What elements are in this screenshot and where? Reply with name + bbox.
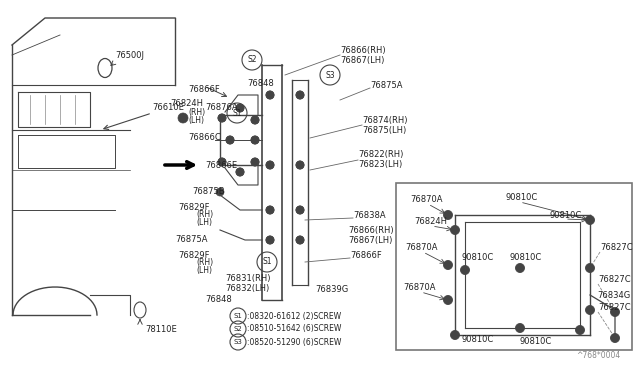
Text: :08510-51642 (6)SCREW: :08510-51642 (6)SCREW <box>247 324 341 334</box>
Text: 90810C: 90810C <box>510 253 542 263</box>
Text: 76839G: 76839G <box>315 285 348 295</box>
Circle shape <box>178 113 188 123</box>
Text: 76838A: 76838A <box>353 211 386 219</box>
Text: 76870A: 76870A <box>410 196 442 205</box>
Text: 76875(LH): 76875(LH) <box>362 125 406 135</box>
Circle shape <box>444 295 452 305</box>
Text: 76610E: 76610E <box>152 103 184 112</box>
Circle shape <box>236 168 244 176</box>
Circle shape <box>515 324 525 333</box>
Circle shape <box>586 305 595 314</box>
Text: S3: S3 <box>234 339 243 345</box>
Circle shape <box>586 263 595 273</box>
Text: 76866F: 76866F <box>188 86 220 94</box>
Text: S2: S2 <box>247 55 257 64</box>
Text: S2: S2 <box>234 326 243 332</box>
Text: 76848: 76848 <box>247 78 274 87</box>
Text: 76824H: 76824H <box>414 218 447 227</box>
Circle shape <box>251 136 259 144</box>
Text: 76866F: 76866F <box>350 250 381 260</box>
Circle shape <box>266 91 274 99</box>
Text: S1: S1 <box>262 257 272 266</box>
Text: 90810C: 90810C <box>550 211 582 219</box>
Bar <box>396 183 632 350</box>
Text: (RH): (RH) <box>196 259 213 267</box>
Text: 76866C: 76866C <box>188 132 221 141</box>
Text: 76874(RH): 76874(RH) <box>362 115 408 125</box>
Text: 76824H: 76824H <box>170 99 203 108</box>
Text: 76866(RH): 76866(RH) <box>348 225 394 234</box>
Text: 90810C: 90810C <box>462 253 494 263</box>
Circle shape <box>451 330 460 340</box>
Text: S3: S3 <box>325 71 335 80</box>
Circle shape <box>236 104 244 112</box>
Circle shape <box>266 161 274 169</box>
Circle shape <box>611 308 620 317</box>
Text: 76876A: 76876A <box>205 103 237 112</box>
Text: 76829F: 76829F <box>178 202 209 212</box>
Text: 76866E: 76866E <box>205 160 237 170</box>
Circle shape <box>296 236 304 244</box>
Text: 76832(LH): 76832(LH) <box>225 283 269 292</box>
Text: (RH): (RH) <box>188 108 205 116</box>
Text: 76875B: 76875B <box>192 187 225 196</box>
Text: 76834G: 76834G <box>597 291 630 299</box>
Circle shape <box>515 263 525 273</box>
Circle shape <box>296 91 304 99</box>
Circle shape <box>444 260 452 269</box>
Text: S1: S1 <box>232 109 242 118</box>
Text: 76831(RH): 76831(RH) <box>225 273 271 282</box>
Text: 78110E: 78110E <box>145 326 177 334</box>
Text: 76827C: 76827C <box>598 276 630 285</box>
Text: 76823(LH): 76823(LH) <box>358 160 403 170</box>
Text: 76827C: 76827C <box>600 244 632 253</box>
Text: :08320-61612 (2)SCREW: :08320-61612 (2)SCREW <box>247 311 341 321</box>
Text: 76870A: 76870A <box>403 283 435 292</box>
Circle shape <box>444 211 452 219</box>
Circle shape <box>251 158 259 166</box>
Text: 76827C: 76827C <box>598 304 630 312</box>
Circle shape <box>461 266 470 275</box>
Circle shape <box>226 136 234 144</box>
Circle shape <box>611 334 620 343</box>
Text: (RH): (RH) <box>196 211 213 219</box>
Circle shape <box>266 236 274 244</box>
Circle shape <box>218 114 226 122</box>
Text: 76848: 76848 <box>205 295 232 305</box>
Text: (LH): (LH) <box>196 266 212 276</box>
Circle shape <box>451 225 460 234</box>
Text: :08520-51290 (6)SCREW: :08520-51290 (6)SCREW <box>247 337 341 346</box>
Text: 76875A: 76875A <box>175 235 207 244</box>
Text: 76866(RH): 76866(RH) <box>340 45 386 55</box>
Text: 76870A: 76870A <box>405 244 438 253</box>
Circle shape <box>575 326 584 334</box>
Text: 90810C: 90810C <box>462 336 494 344</box>
Circle shape <box>296 161 304 169</box>
Text: (LH): (LH) <box>188 115 204 125</box>
Text: S1: S1 <box>234 313 243 319</box>
Text: 76867(LH): 76867(LH) <box>340 55 385 64</box>
Text: 76500J: 76500J <box>115 51 144 60</box>
Text: 90810C: 90810C <box>520 337 552 346</box>
Text: 76875A: 76875A <box>370 80 403 90</box>
Text: 76867(LH): 76867(LH) <box>348 235 392 244</box>
Text: 76829F: 76829F <box>178 250 209 260</box>
Text: 76822(RH): 76822(RH) <box>358 151 403 160</box>
Circle shape <box>216 188 224 196</box>
Circle shape <box>251 116 259 124</box>
Text: 90810C: 90810C <box>505 193 537 202</box>
Circle shape <box>586 215 595 224</box>
Text: ^768*0004: ^768*0004 <box>576 351 620 360</box>
Text: (LH): (LH) <box>196 218 212 228</box>
Circle shape <box>218 158 226 166</box>
Circle shape <box>266 206 274 214</box>
Circle shape <box>296 206 304 214</box>
